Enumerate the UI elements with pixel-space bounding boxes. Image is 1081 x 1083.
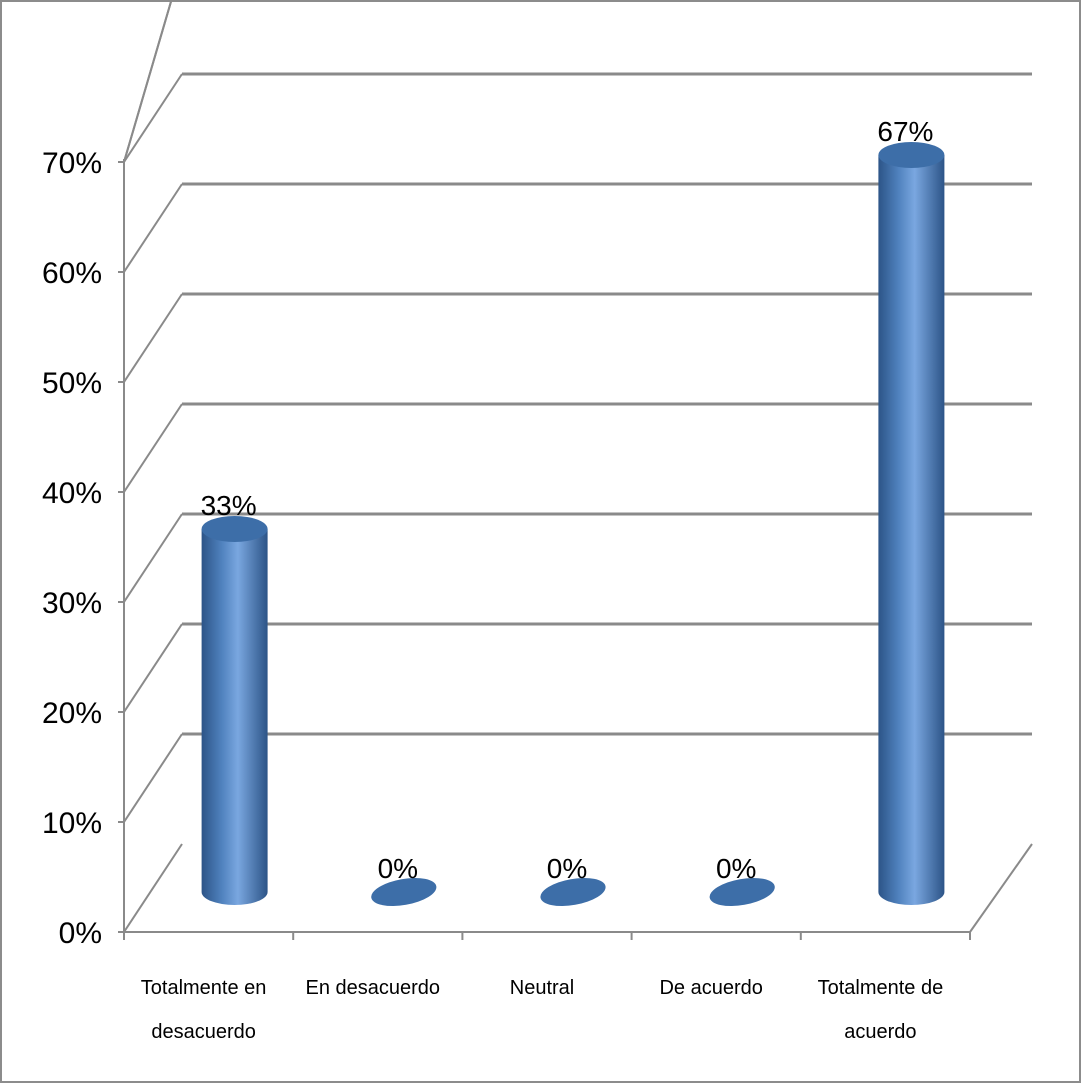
data-label: 33%	[201, 490, 257, 521]
bar-body	[201, 529, 268, 905]
y-tick-label: 70%	[42, 147, 102, 180]
bar-4	[878, 142, 945, 905]
y-tick-label: 20%	[42, 697, 102, 730]
y-tick-label: 60%	[42, 257, 102, 290]
y-tick-label: 40%	[42, 477, 102, 510]
side-wall-line	[123, 403, 183, 493]
side-wall-line	[123, 733, 183, 823]
side-wall-line	[123, 513, 183, 603]
floor-edge	[969, 843, 1033, 933]
side-wall-line	[123, 183, 183, 273]
data-label: 0%	[378, 853, 418, 884]
bar-flat	[709, 877, 775, 907]
data-label: 0%	[547, 853, 587, 884]
bar-3	[709, 877, 775, 907]
x-tick-label: desacuerdo	[151, 1021, 256, 1043]
bar-body	[878, 155, 945, 905]
data-label: 0%	[716, 853, 756, 884]
bar-top	[878, 142, 945, 168]
side-wall-line	[123, 843, 183, 933]
x-tick-label: Totalmente en	[141, 977, 267, 999]
y-tick-label: 0%	[59, 917, 102, 950]
y-tick-label: 50%	[42, 367, 102, 400]
x-tick-label: acuerdo	[844, 1021, 916, 1043]
x-tick-label: De acuerdo	[659, 977, 762, 999]
x-tick-label: Totalmente de	[818, 977, 944, 999]
bar-0	[201, 516, 268, 905]
bar-1	[371, 877, 437, 907]
side-wall-line	[123, 2, 172, 163]
labels: 0% 10% 20% 30% 40% 50% 60% 70% 33% 0% 0% 0% 67% Total…	[42, 116, 943, 1043]
y-tick-label: 30%	[42, 587, 102, 620]
side-wall-line	[123, 73, 183, 163]
x-tick-label: En desacuerdo	[306, 977, 441, 999]
axes	[118, 159, 971, 940]
bar-flat	[540, 877, 606, 907]
bar-flat	[371, 877, 437, 907]
bar-top	[201, 516, 268, 542]
side-wall-line	[123, 293, 183, 383]
x-tick-label: Neutral	[510, 977, 574, 999]
side-wall-line	[123, 2, 172, 163]
bars	[201, 142, 945, 907]
side-wall-line	[123, 623, 183, 713]
y-tick-label: 10%	[42, 807, 102, 840]
bar-2	[540, 877, 606, 907]
data-label: 67%	[877, 116, 933, 147]
